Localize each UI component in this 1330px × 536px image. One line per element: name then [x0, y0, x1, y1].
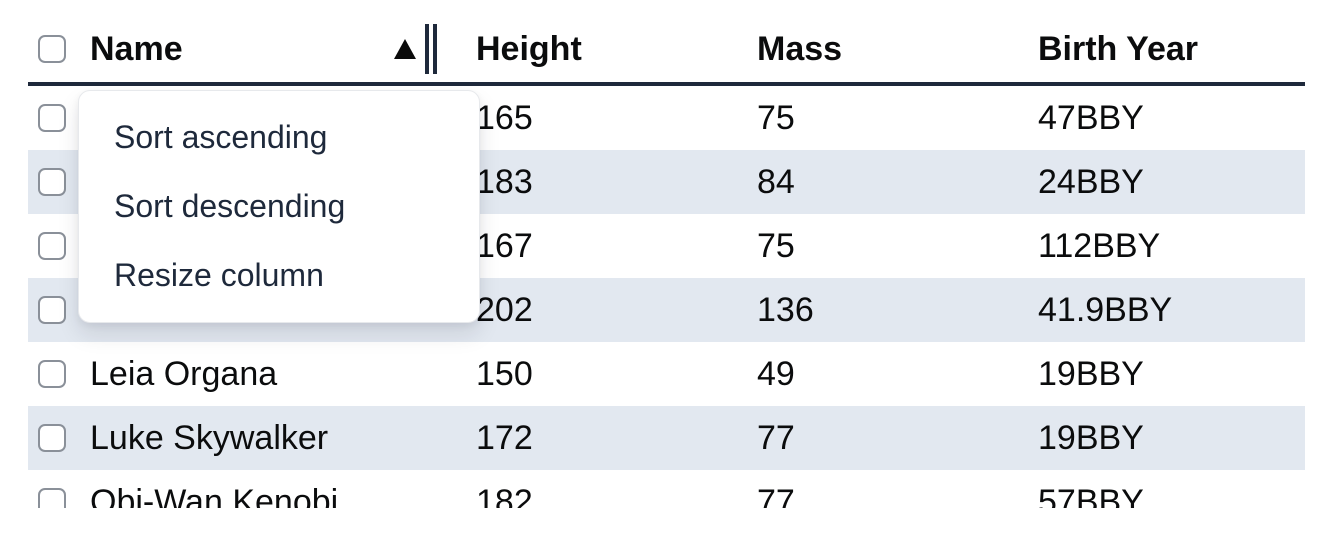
table-row: Leia Organa 150 49 19BBY [28, 342, 1305, 406]
mass-cell: 49 [757, 354, 795, 393]
column-label-height: Height [476, 29, 582, 68]
birth-year-cell: 112BBY [1038, 226, 1161, 265]
menu-item-resize-column[interactable]: Resize column [114, 257, 324, 293]
height-cell: 202 [476, 290, 533, 329]
menu-item-sort-descending[interactable]: Sort descending [114, 188, 346, 224]
row-checkbox[interactable] [38, 424, 66, 452]
row-select-cell [28, 104, 80, 132]
select-all-cell [28, 35, 80, 63]
sort-ascending-icon [394, 39, 416, 59]
name-cell: Obi-Wan Kenobi [90, 482, 339, 509]
mass-cell: 75 [757, 226, 795, 265]
mass-cell: 77 [757, 482, 795, 509]
row-select-cell [28, 360, 80, 388]
column-context-menu: Sort ascending Sort descending Resize co… [78, 90, 480, 323]
row-select-cell [28, 168, 80, 196]
birth-year-cell: 57BBY [1038, 482, 1144, 509]
row-checkbox[interactable] [38, 296, 66, 324]
data-table: Name Height Mass Birth Year 165 75 [28, 0, 1305, 508]
height-cell: 183 [476, 162, 533, 201]
column-label-birth-year: Birth Year [1038, 29, 1199, 68]
mass-cell: 75 [757, 98, 795, 137]
height-cell: 150 [476, 354, 533, 393]
row-select-cell [28, 232, 80, 260]
row-select-cell [28, 424, 80, 452]
select-all-checkbox[interactable] [38, 35, 66, 63]
row-checkbox[interactable] [38, 168, 66, 196]
menu-item-sort-ascending[interactable]: Sort ascending [114, 119, 328, 155]
mass-cell: 136 [757, 290, 814, 329]
table-row: 167 75 112BBY [28, 214, 1305, 278]
column-label-mass: Mass [757, 29, 843, 68]
row-select-cell [28, 488, 80, 508]
birth-year-cell: 19BBY [1038, 354, 1144, 393]
resize-bar-left [425, 24, 429, 74]
row-checkbox[interactable] [38, 104, 66, 132]
table-row: Luke Skywalker 172 77 19BBY [28, 406, 1305, 470]
height-cell: 172 [476, 418, 533, 457]
resize-bar-right [433, 24, 437, 74]
column-header-height[interactable]: Height [468, 30, 749, 69]
birth-year-cell: 47BBY [1038, 98, 1144, 137]
table-body: 165 75 47BBY 183 84 24BBY 167 75 112BBY … [28, 86, 1305, 508]
mass-cell: 77 [757, 418, 795, 457]
row-checkbox[interactable] [38, 360, 66, 388]
birth-year-cell: 24BBY [1038, 162, 1144, 201]
row-checkbox[interactable] [38, 488, 66, 508]
column-header-name[interactable]: Name [80, 16, 468, 82]
table-viewport: Name Height Mass Birth Year 165 75 [28, 0, 1305, 508]
table-row: 202 136 41.9BBY [28, 278, 1305, 342]
height-cell: 182 [476, 482, 533, 509]
table-row: Obi-Wan Kenobi 182 77 57BBY [28, 470, 1305, 508]
birth-year-cell: 19BBY [1038, 418, 1144, 457]
column-header-birth-year[interactable]: Birth Year [1030, 30, 1305, 69]
row-select-cell [28, 296, 80, 324]
column-label-name: Name [90, 29, 183, 68]
column-header-mass[interactable]: Mass [749, 30, 1030, 69]
table-header-row: Name Height Mass Birth Year [28, 0, 1305, 86]
height-cell: 167 [476, 226, 533, 265]
row-checkbox[interactable] [38, 232, 66, 260]
height-cell: 165 [476, 98, 533, 137]
birth-year-cell: 41.9BBY [1038, 290, 1173, 329]
column-resize-handle-icon[interactable] [425, 24, 437, 74]
name-cell: Luke Skywalker [90, 418, 329, 457]
mass-cell: 84 [757, 162, 795, 201]
name-cell: Leia Organa [90, 354, 278, 393]
table-row: 165 75 47BBY [28, 86, 1305, 150]
